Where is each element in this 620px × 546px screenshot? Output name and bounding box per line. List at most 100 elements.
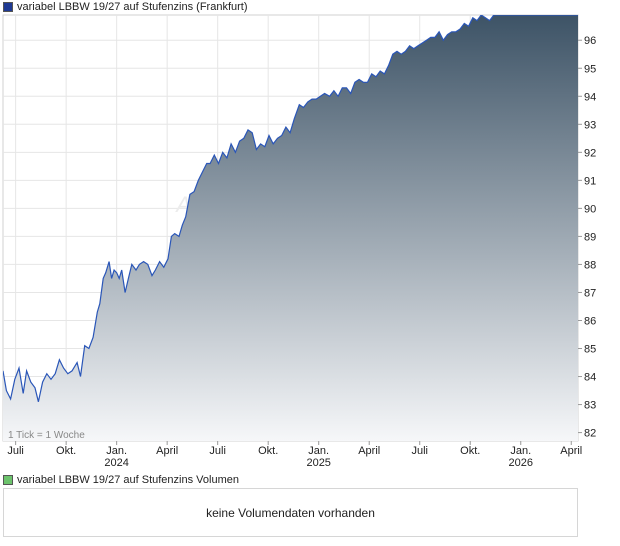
price-point <box>152 275 153 276</box>
price-point <box>239 141 240 142</box>
price-point <box>489 20 490 21</box>
price-area <box>3 15 578 441</box>
x-year-label: 2024 <box>104 457 128 469</box>
price-point <box>77 362 78 363</box>
y-tick-label: 87 <box>584 287 596 299</box>
price-point <box>439 31 440 32</box>
price-point <box>342 87 343 88</box>
price-point <box>346 87 347 88</box>
price-point <box>485 17 486 18</box>
price-point <box>136 270 137 271</box>
price-point <box>397 51 398 52</box>
price-point <box>290 132 291 133</box>
price-point <box>401 54 402 55</box>
price-point <box>97 312 98 313</box>
price-point <box>451 31 452 32</box>
price-point <box>455 31 456 32</box>
price-line <box>3 15 578 402</box>
price-point <box>23 393 24 394</box>
x-tick-label: Okt. <box>56 445 76 457</box>
x-tick-label: April <box>358 445 380 457</box>
price-point <box>14 379 15 380</box>
x-tick-label: Jan. <box>510 445 531 457</box>
price-point <box>285 127 286 128</box>
price-point <box>55 373 56 374</box>
y-tick-label: 94 <box>584 91 596 103</box>
price-point <box>363 82 364 83</box>
price-point <box>125 292 126 293</box>
price-point <box>376 76 377 77</box>
price-point <box>19 368 20 369</box>
x-tick-label: Juli <box>7 445 24 457</box>
x-year-label: 2026 <box>509 457 533 469</box>
price-point <box>202 171 203 172</box>
price-point <box>26 370 27 371</box>
price-point <box>235 152 236 153</box>
y-tick-label: 82 <box>584 428 596 440</box>
y-tick-label: 90 <box>584 203 596 215</box>
volume-panel: keine Volumendaten vorhanden <box>3 488 578 537</box>
y-tick-label: 86 <box>584 315 596 327</box>
price-point <box>109 261 110 262</box>
price-point <box>35 387 36 388</box>
price-point <box>248 129 249 130</box>
price-point <box>307 101 308 102</box>
price-point <box>119 278 120 279</box>
y-tick-label: 95 <box>584 63 596 75</box>
price-point <box>443 40 444 41</box>
price-point <box>189 194 190 195</box>
price-point <box>281 135 282 136</box>
price-point <box>384 73 385 74</box>
price-point <box>210 163 211 164</box>
volume-legend-label: variabel LBBW 19/27 auf Stufenzins Volum… <box>17 474 239 486</box>
price-point <box>388 65 389 66</box>
price-point <box>316 99 317 100</box>
price-point <box>88 348 89 349</box>
volume-legend-swatch <box>3 475 13 485</box>
price-point <box>468 26 469 27</box>
price-point <box>277 138 278 139</box>
price-point <box>260 143 261 144</box>
price-point <box>312 99 313 100</box>
price-point <box>273 143 274 144</box>
price-point <box>206 163 207 164</box>
price-point <box>472 17 473 18</box>
y-tick-label: 83 <box>584 400 596 412</box>
price-point <box>105 272 106 273</box>
price-point <box>139 264 140 265</box>
price-point <box>194 191 195 192</box>
price-point <box>338 96 339 97</box>
price-point <box>42 382 43 383</box>
price-point <box>359 79 360 80</box>
price-point <box>84 345 85 346</box>
price-point <box>131 264 132 265</box>
price-point <box>111 278 112 279</box>
volume-legend: variabel LBBW 19/27 auf Stufenzins Volum… <box>3 473 239 487</box>
price-point <box>418 45 419 46</box>
price-point <box>222 152 223 153</box>
price-point <box>99 303 100 304</box>
price-point <box>243 138 244 139</box>
price-point <box>460 29 461 30</box>
price-point <box>252 132 253 133</box>
price-point <box>116 272 117 273</box>
x-tick-label: April <box>560 445 582 457</box>
price-point <box>46 373 47 374</box>
price-point <box>405 51 406 52</box>
price-point <box>93 337 94 338</box>
x-tick-label: Juli <box>209 445 226 457</box>
price-point <box>10 399 11 400</box>
price-point <box>214 155 215 156</box>
price-point <box>269 135 270 136</box>
price-point <box>231 143 232 144</box>
y-tick-label: 85 <box>584 344 596 356</box>
price-point <box>159 261 160 262</box>
price-point <box>143 261 144 262</box>
price-point <box>464 23 465 24</box>
price-point <box>294 118 295 119</box>
price-point <box>121 270 122 271</box>
price-point <box>147 264 148 265</box>
price-point <box>171 236 172 237</box>
price-point <box>128 278 129 279</box>
price-point <box>163 267 164 268</box>
